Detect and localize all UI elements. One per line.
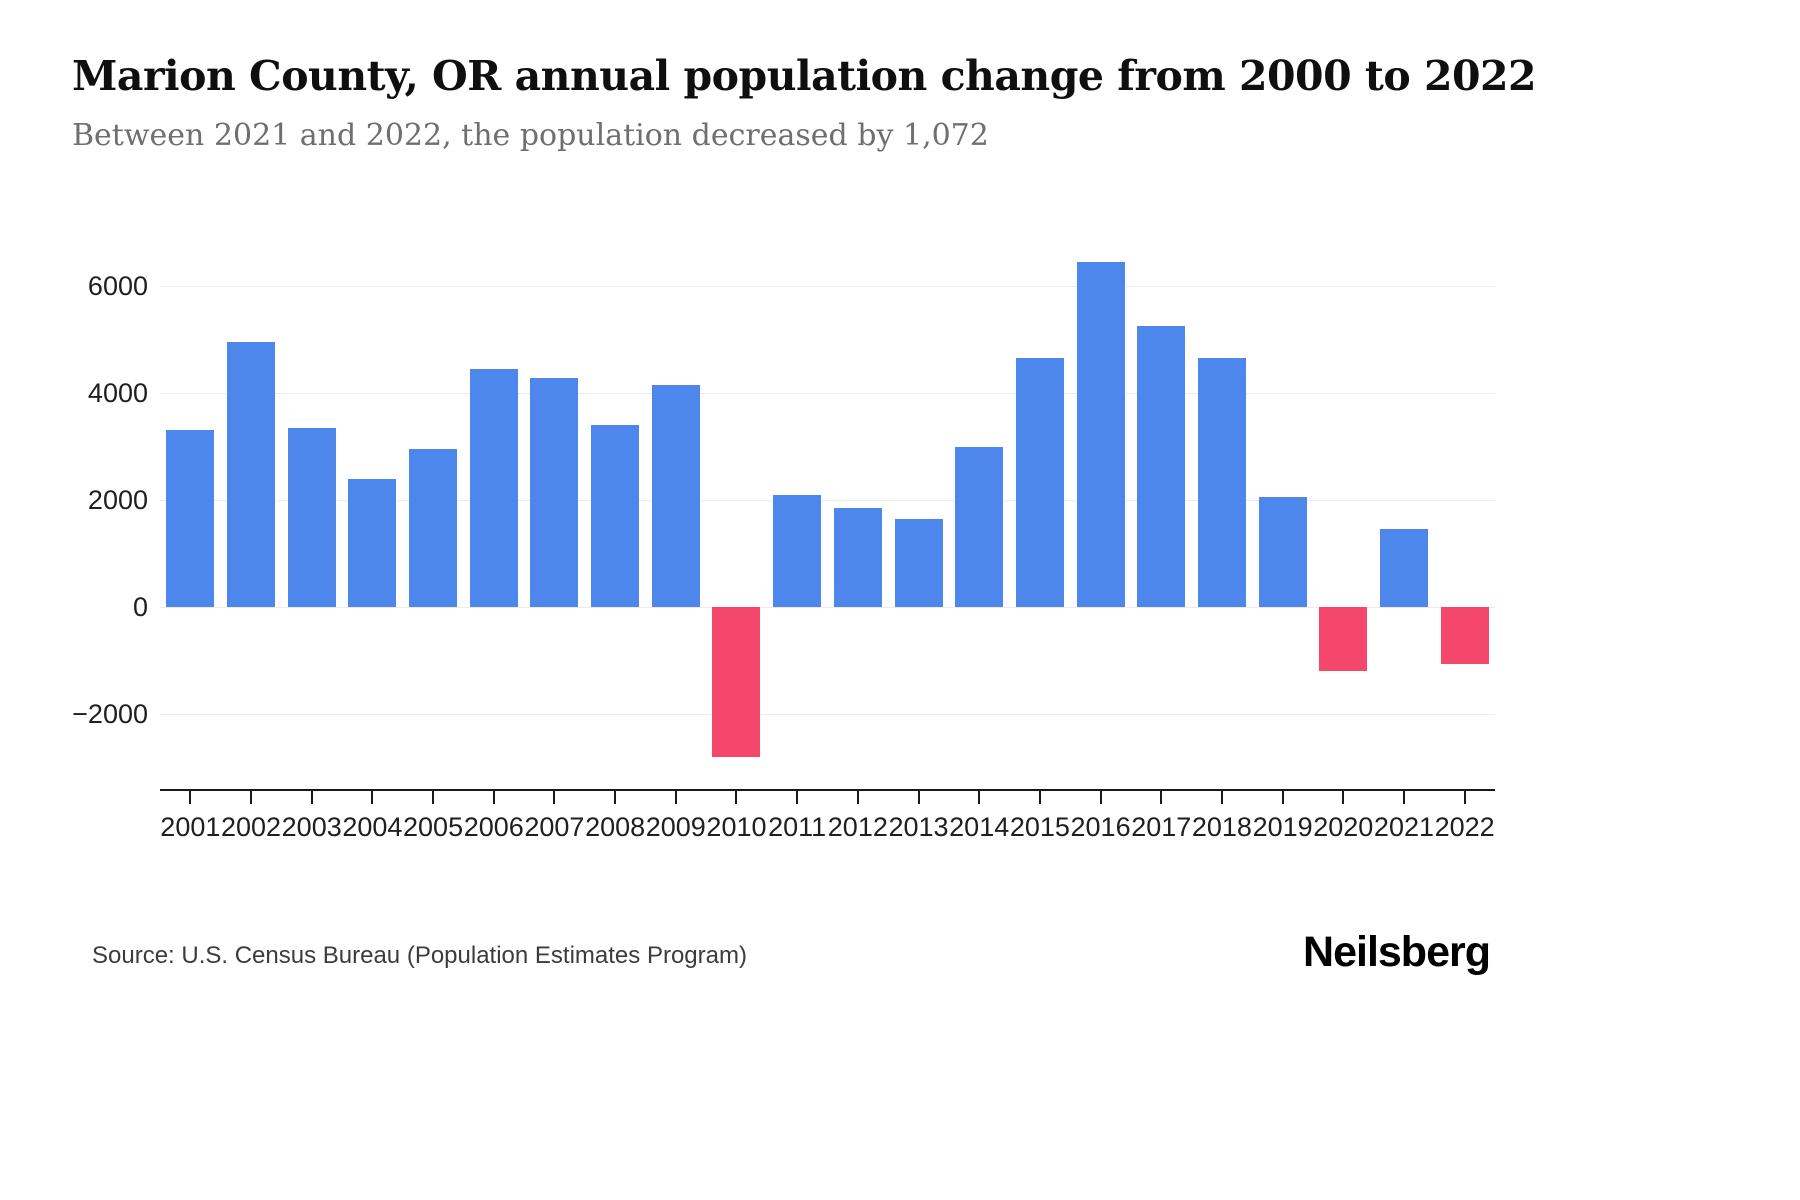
x-axis-line [160, 789, 1495, 791]
x-tick-label-2021: 2021 [1373, 812, 1434, 842]
bar-2018[interactable] [1197, 358, 1246, 607]
gridline-6000 [160, 286, 1495, 287]
source-note: Source: U.S. Census Bureau (Population E… [92, 942, 747, 969]
bar-2004[interactable] [348, 478, 397, 607]
x-tick-label-2019: 2019 [1252, 812, 1313, 842]
bar-2012[interactable] [833, 508, 882, 607]
x-tick-label-2010: 2010 [706, 812, 767, 842]
bar-2020[interactable] [1319, 607, 1368, 672]
x-tick-label-2018: 2018 [1191, 812, 1252, 842]
x-tick-label-2006: 2006 [463, 812, 524, 842]
bar-2013[interactable] [894, 518, 943, 607]
bar-2019[interactable] [1258, 497, 1307, 607]
bar-2011[interactable] [773, 494, 822, 607]
bar-2021[interactable] [1379, 529, 1428, 607]
x-tick-2003 [310, 791, 313, 804]
x-tick-label-2012: 2012 [827, 812, 888, 842]
x-tick-2009 [674, 791, 677, 804]
x-tick-2013 [917, 791, 920, 804]
gridline-2000 [160, 500, 1495, 501]
y-axis-labels: 6000 4000 2000 0 −2000 [0, 230, 148, 790]
y-tick-label-0: 0 [132, 592, 148, 622]
y-tick-label-4000: 4000 [87, 378, 148, 408]
x-tick-2016 [1099, 791, 1102, 804]
bar-2003[interactable] [287, 427, 336, 607]
x-tick-2014 [978, 791, 981, 804]
x-tick-2004 [371, 791, 374, 804]
y-tick-label--2000: −2000 [72, 699, 148, 729]
x-tick-label-2014: 2014 [949, 812, 1010, 842]
bar-2022[interactable] [1440, 607, 1489, 665]
x-tick-label-2022: 2022 [1434, 812, 1495, 842]
y-tick-label-2000: 2000 [87, 485, 148, 515]
x-tick-label-2013: 2013 [888, 812, 949, 842]
x-tick-label-2008: 2008 [585, 812, 646, 842]
x-tick-2022 [1463, 791, 1466, 804]
page-title: Marion County, OR annual population chan… [72, 52, 1537, 100]
x-tick-label-2017: 2017 [1131, 812, 1192, 842]
y-tick-label-6000: 6000 [87, 271, 148, 301]
bar-2015[interactable] [1015, 358, 1064, 607]
x-tick-label-2004: 2004 [342, 812, 403, 842]
bar-2016[interactable] [1076, 261, 1125, 607]
x-tick-label-2011: 2011 [768, 812, 827, 842]
bar-2009[interactable] [651, 384, 700, 607]
gridline--2000 [160, 714, 1495, 715]
x-tick-2011 [796, 791, 799, 804]
x-tick-2021 [1402, 791, 1405, 804]
bar-2002[interactable] [227, 342, 276, 607]
page-subtitle: Between 2021 and 2022, the population de… [72, 118, 989, 153]
x-tick-2008 [614, 791, 617, 804]
bar-2006[interactable] [469, 368, 518, 607]
brand-logo: Neilsberg [1303, 928, 1491, 976]
bar-2014[interactable] [955, 446, 1004, 607]
x-tick-label-2005: 2005 [403, 812, 464, 842]
bar-2001[interactable] [166, 430, 215, 607]
x-tick-2010 [735, 791, 738, 804]
x-tick-2002 [250, 791, 253, 804]
bar-2008[interactable] [591, 425, 640, 607]
gridline-0 [160, 607, 1495, 608]
bar-2017[interactable] [1137, 326, 1186, 607]
x-tick-2017 [1160, 791, 1163, 804]
gridline-4000 [160, 393, 1495, 394]
x-tick-2018 [1220, 791, 1223, 804]
x-tick-2007 [553, 791, 556, 804]
x-tick-label-2009: 2009 [645, 812, 706, 842]
x-tick-label-2002: 2002 [220, 812, 282, 842]
x-tick-2005 [432, 791, 435, 804]
x-tick-2015 [1038, 791, 1041, 804]
bar-2010[interactable] [712, 607, 761, 757]
bar-2007[interactable] [530, 378, 579, 607]
x-tick-2001 [189, 791, 192, 804]
bar-2005[interactable] [409, 449, 458, 607]
x-tick-2019 [1281, 791, 1284, 804]
x-tick-label-2016: 2016 [1070, 812, 1131, 842]
x-tick-label-2007: 2007 [524, 812, 585, 842]
x-tick-label-2001: 2001 [160, 812, 221, 842]
bar-chart: 6000 4000 2000 0 −2000 2001 2002 2003 2004 2005 2… [0, 230, 1800, 890]
plot-area [160, 230, 1495, 804]
x-tick-2012 [856, 791, 859, 804]
x-tick-label-2015: 2015 [1009, 812, 1070, 842]
x-axis-labels: 2001 2002 2003 2004 2005 2006 2007 2008 2009 2010… [160, 790, 1495, 850]
x-tick-2006 [492, 791, 495, 804]
x-tick-2020 [1342, 791, 1345, 804]
x-tick-label-2020: 2020 [1313, 812, 1374, 842]
x-tick-label-2003: 2003 [281, 812, 342, 842]
